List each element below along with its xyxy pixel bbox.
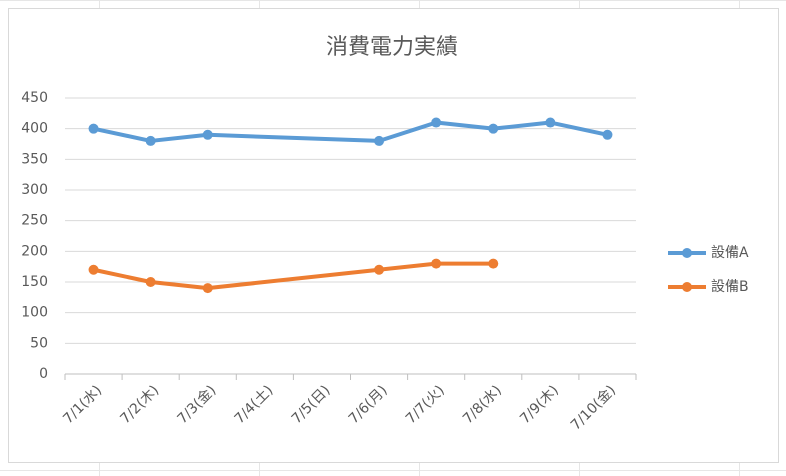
y-tick-label: 350 — [21, 151, 48, 167]
y-tick-label: 150 — [21, 274, 48, 290]
point — [202, 129, 213, 140]
point — [145, 277, 156, 287]
point — [374, 264, 385, 275]
line-segment — [377, 120, 439, 143]
point — [145, 135, 156, 146]
point — [545, 117, 556, 128]
line-segment — [434, 120, 496, 131]
legend-label: 設備B — [711, 279, 749, 295]
point — [488, 258, 499, 269]
line-segment — [491, 120, 553, 131]
y-tick-label: 100 — [21, 305, 48, 321]
y-tick-label: 400 — [21, 121, 48, 137]
line-segment — [91, 126, 153, 143]
point — [488, 123, 499, 134]
point — [88, 123, 99, 134]
line-segment — [377, 261, 439, 272]
y-tick-label: 200 — [21, 243, 48, 259]
point — [431, 258, 442, 269]
chart-title: 消費電力実績 — [326, 35, 458, 60]
y-tick-label: 300 — [21, 182, 48, 198]
line-segment — [148, 132, 210, 143]
line-segment — [205, 267, 382, 291]
legend-marker — [682, 248, 692, 258]
chart-area — [8, 8, 779, 463]
point — [88, 264, 99, 275]
line-segment — [205, 132, 382, 143]
y-tick-label: 250 — [21, 213, 48, 229]
line-segment — [548, 120, 610, 137]
legend-marker — [682, 282, 692, 292]
y-tick-label: 450 — [21, 90, 48, 106]
legend-label: 設備A — [711, 245, 749, 261]
point — [602, 129, 613, 140]
line-segment — [91, 267, 153, 284]
y-tick-label: 0 — [39, 366, 48, 382]
point — [374, 135, 385, 146]
y-tick-label: 50 — [30, 335, 48, 351]
point — [431, 117, 442, 128]
line-segment — [148, 280, 210, 291]
point — [202, 283, 213, 294]
